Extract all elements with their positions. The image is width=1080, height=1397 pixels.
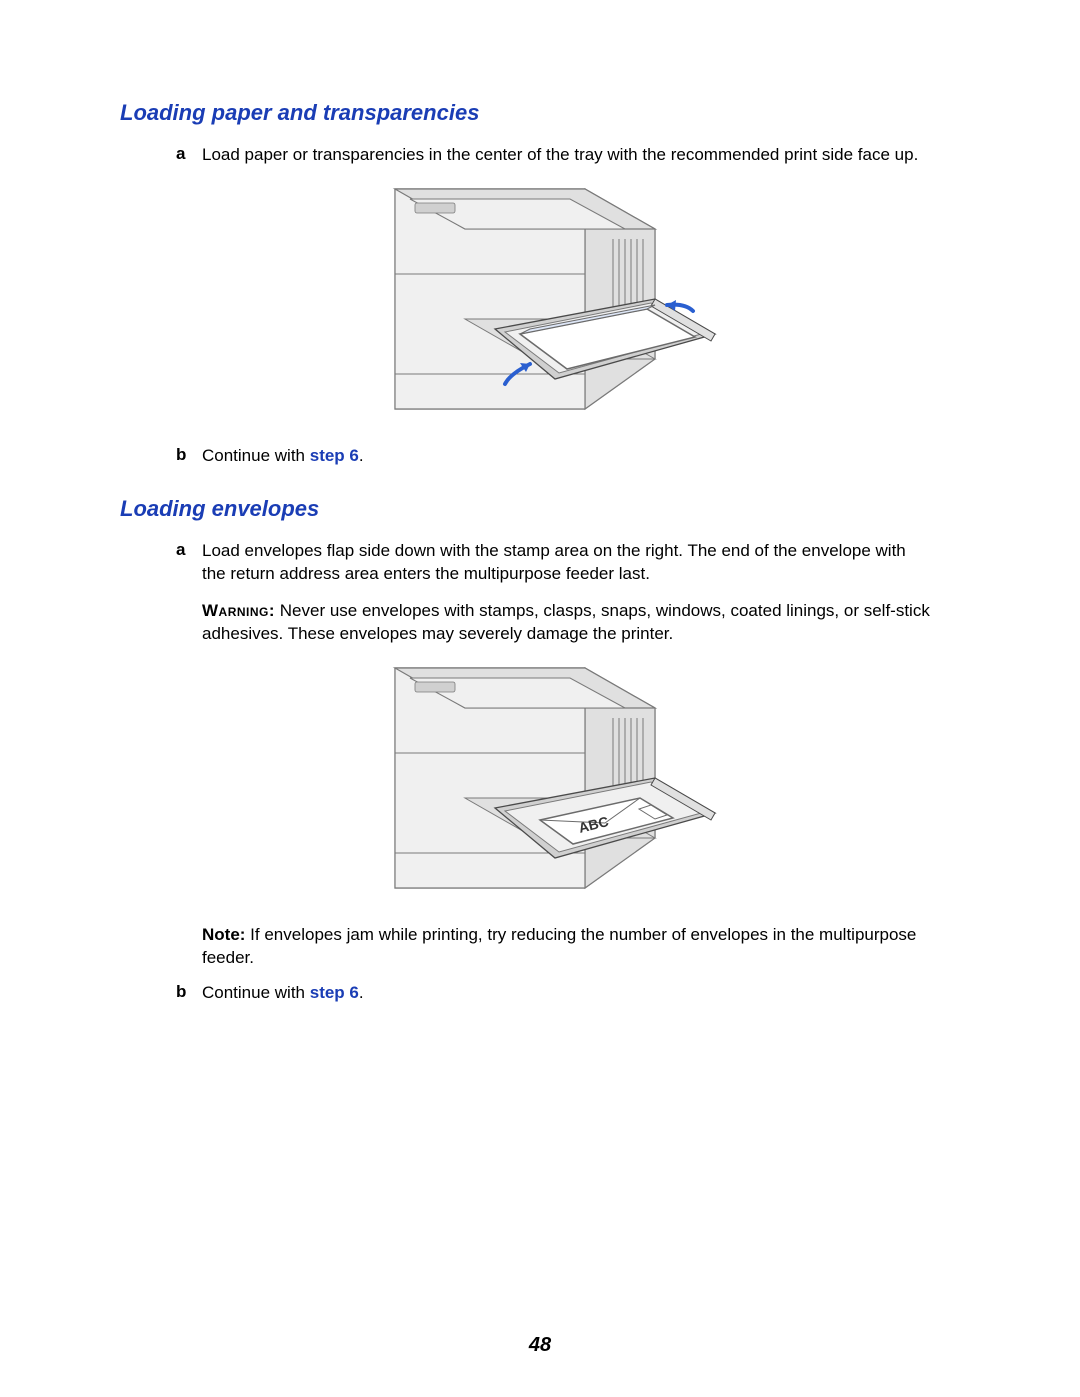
- warning-label: Warning:: [202, 601, 275, 620]
- pre-text: Continue with: [202, 446, 310, 465]
- post-text: .: [359, 983, 364, 1002]
- note-label: Note:: [202, 925, 245, 944]
- step-text: Load envelopes flap side down with the s…: [202, 540, 932, 586]
- printer-paper-illustration: [355, 179, 725, 429]
- section1-heading: Loading paper and transparencies: [120, 100, 960, 126]
- step-marker: b: [176, 982, 202, 1005]
- post-text: .: [359, 446, 364, 465]
- step-text: Load paper or transparencies in the cent…: [202, 144, 918, 167]
- section2-step-b: b Continue with step 6.: [176, 982, 960, 1005]
- note-text: If envelopes jam while printing, try red…: [202, 925, 916, 967]
- pre-text: Continue with: [202, 983, 310, 1002]
- section1-step-a: a Load paper or transparencies in the ce…: [176, 144, 960, 167]
- printer-envelope-illustration: ABC: [355, 658, 725, 908]
- step-text: Continue with step 6.: [202, 445, 364, 468]
- step-marker: b: [176, 445, 202, 468]
- step-marker: a: [176, 144, 202, 167]
- step6-link[interactable]: step 6: [310, 446, 359, 465]
- figure-2-wrap: ABC: [120, 658, 960, 908]
- note-block: Note: If envelopes jam while printing, t…: [202, 924, 937, 970]
- step-text: Continue with step 6.: [202, 982, 364, 1005]
- step-marker: a: [176, 540, 202, 586]
- step6-link[interactable]: step 6: [310, 983, 359, 1002]
- warning-text: Never use envelopes with stamps, clasps,…: [202, 601, 930, 643]
- section2-heading: Loading envelopes: [120, 496, 960, 522]
- warning-block: Warning: Never use envelopes with stamps…: [202, 600, 937, 646]
- figure-1-wrap: [120, 179, 960, 429]
- section1-step-b: b Continue with step 6.: [176, 445, 960, 468]
- page-number: 48: [0, 1334, 1080, 1357]
- section2-step-a: a Load envelopes flap side down with the…: [176, 540, 960, 586]
